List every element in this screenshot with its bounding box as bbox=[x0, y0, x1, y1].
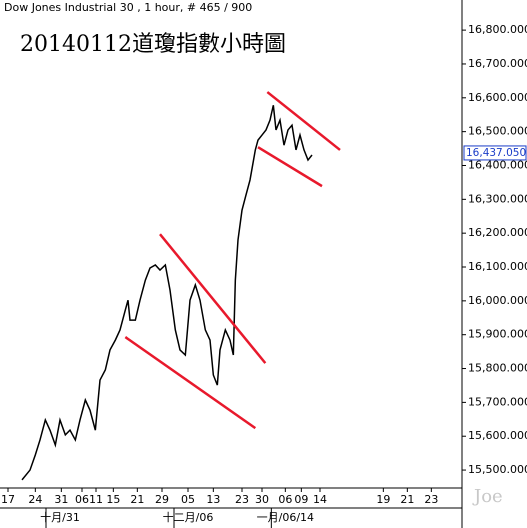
y-tick-label: 15,700.000 bbox=[468, 395, 527, 408]
x-tick-label: 15 bbox=[106, 493, 120, 506]
x-tick-label: 11 bbox=[89, 493, 103, 506]
x-tick-label: 09 bbox=[294, 493, 308, 506]
y-tick-label: 15,900.000 bbox=[468, 328, 527, 341]
y-tick-label: 16,800.000 bbox=[468, 23, 527, 36]
y-tick-label: 16,700.000 bbox=[468, 57, 527, 70]
chart-title: Dow Jones Industrial 30 , 1 hour, # 465 … bbox=[4, 1, 252, 14]
x-tick-label: 23 bbox=[424, 493, 438, 506]
x-tick-label: 29 bbox=[155, 493, 169, 506]
y-tick-label: 15,600.000 bbox=[468, 429, 527, 442]
y-tick-label: 15,800.000 bbox=[468, 362, 527, 375]
x-tick-label: 05 bbox=[181, 493, 195, 506]
month-label: 十月/31 bbox=[40, 510, 80, 524]
x-tick-label: 19 bbox=[376, 493, 390, 506]
price-line bbox=[21, 105, 313, 481]
x-tick-label: 30 bbox=[255, 493, 269, 506]
x-tick-label: 31 bbox=[54, 493, 68, 506]
watermark: Joe bbox=[472, 486, 503, 507]
y-tick-label: 16,400.000 bbox=[468, 158, 527, 171]
y-tick-label: 16,500.000 bbox=[468, 125, 527, 138]
y-tick-label: 16,600.000 bbox=[468, 91, 527, 104]
x-tick-label: 24 bbox=[28, 493, 42, 506]
trendline bbox=[124, 336, 257, 430]
y-tick-label: 16,000.000 bbox=[468, 294, 527, 307]
trendline bbox=[266, 91, 341, 151]
trendline bbox=[257, 146, 323, 188]
x-tick-label: 14 bbox=[313, 493, 327, 506]
x-tick-label: 23 bbox=[235, 493, 249, 506]
annotation: 20140112道瓊指數小時圖 bbox=[20, 32, 286, 57]
x-tick-label: 06 bbox=[278, 493, 292, 506]
y-tick-label: 16,100.000 bbox=[468, 260, 527, 273]
month-label: 十二月/06 bbox=[163, 510, 214, 524]
x-tick-label: 21 bbox=[130, 493, 144, 506]
y-tick-label: 16,200.000 bbox=[468, 226, 527, 239]
y-tick-label: 16,300.000 bbox=[468, 192, 527, 205]
last-price-box bbox=[463, 145, 527, 161]
last-price-label: 16,437.050 bbox=[466, 147, 526, 159]
x-tick-label: 17 bbox=[1, 493, 15, 506]
trendline bbox=[159, 233, 267, 364]
month-label: 一月/06/14 bbox=[257, 511, 314, 524]
x-tick-label: 21 bbox=[400, 493, 414, 506]
x-tick-label: 13 bbox=[206, 493, 220, 506]
y-tick-label: 15,500.000 bbox=[468, 463, 527, 476]
x-tick-label: 06 bbox=[75, 493, 89, 506]
